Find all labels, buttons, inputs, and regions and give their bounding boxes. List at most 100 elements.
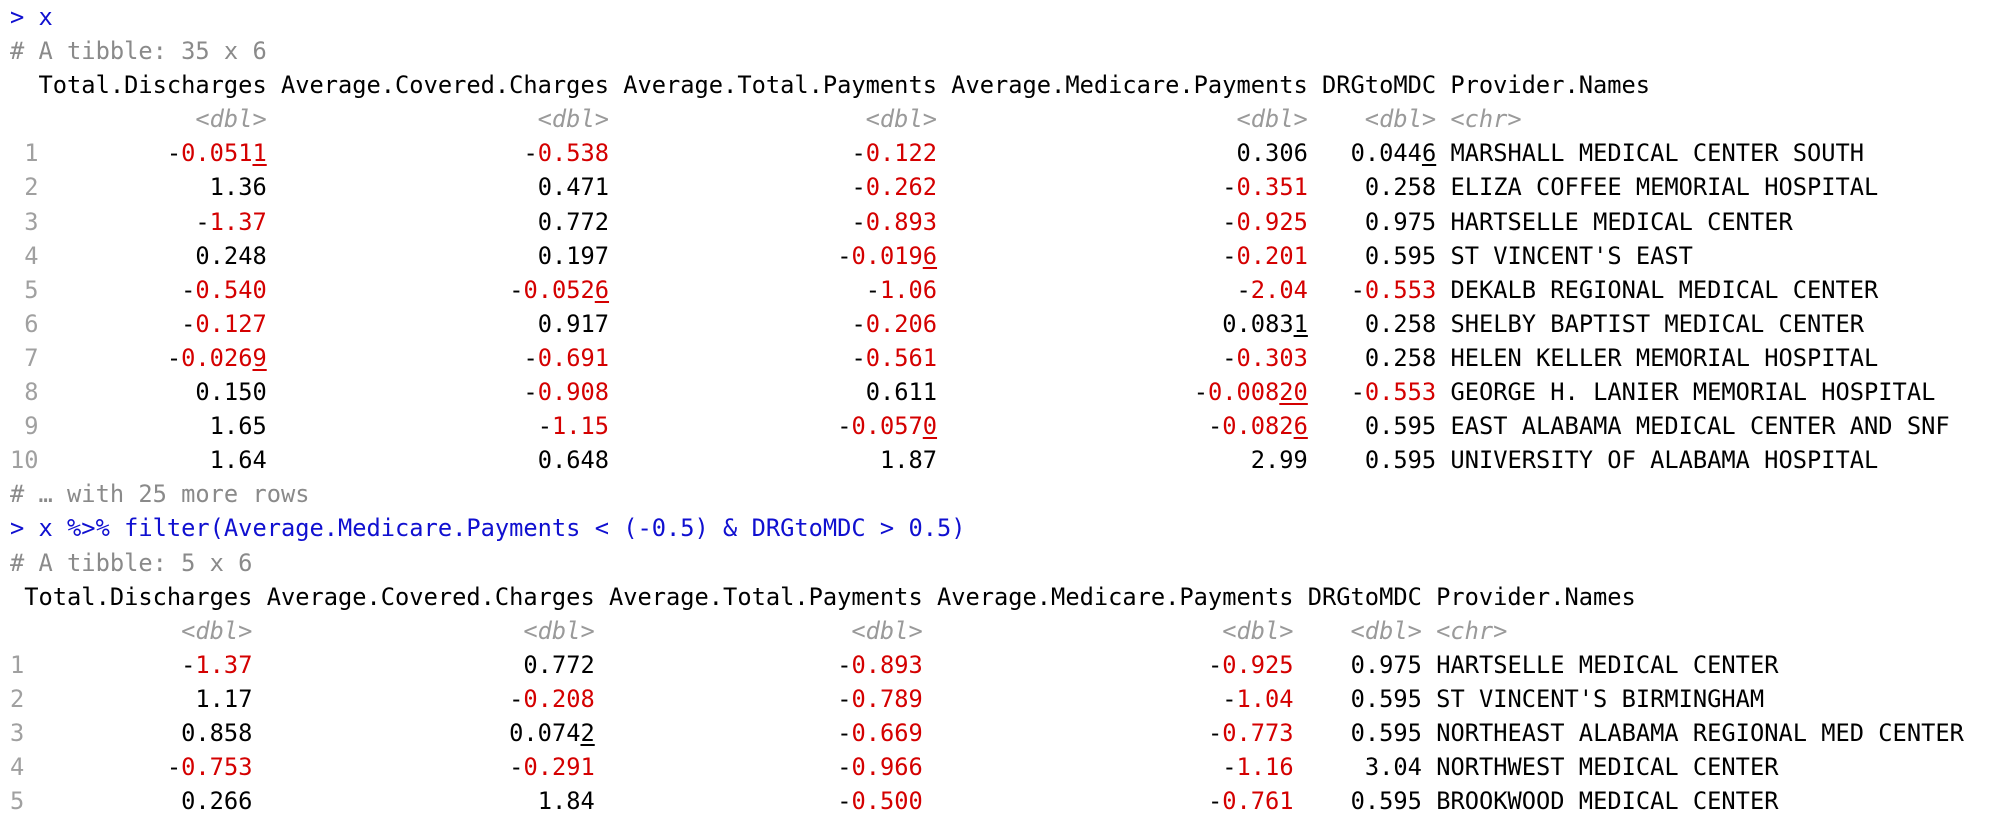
table-cell-c3: -0.669 bbox=[837, 718, 923, 747]
table-cell-c5: 0.595 bbox=[1364, 412, 1437, 441]
table-cell-c4: -0.00820 bbox=[1193, 378, 1308, 407]
table-cell-c2: -1.15 bbox=[537, 412, 609, 441]
table-cell-c2: 0.648 bbox=[537, 446, 609, 475]
provider-name-cell: ST VINCENT'S EAST bbox=[1436, 241, 1693, 270]
tibble-column-types: <dbl> <dbl> <dbl> <dbl> <dbl> <chr> bbox=[10, 105, 1522, 134]
table-cell-c2: -0.291 bbox=[509, 753, 595, 782]
provider-name-cell: ELIZA COFFEE MEMORIAL HOSPITAL bbox=[1436, 173, 1879, 202]
tibble-column-types-filtered: <dbl> <dbl> <dbl> <dbl> <dbl> <chr> bbox=[10, 616, 1508, 645]
table-cell-c2: -0.538 bbox=[523, 139, 610, 168]
table-cell-c3: -0.561 bbox=[851, 343, 938, 372]
table-cell-c5: -0.553 bbox=[1350, 378, 1437, 407]
table-cell-c2: 1.84 bbox=[537, 787, 595, 816]
table-cell-c2: 0.917 bbox=[537, 309, 610, 338]
table-cell-c3: -0.0570 bbox=[837, 412, 938, 441]
table-cell-c4: -0.351 bbox=[1222, 173, 1308, 202]
table-cell-c4: -1.16 bbox=[1222, 753, 1294, 782]
table-cell-c3: -0.789 bbox=[837, 684, 923, 713]
provider-name-cell: NORTHWEST MEDICAL CENTER bbox=[1421, 753, 1779, 782]
table-cell-c5: 0.0446 bbox=[1350, 139, 1437, 168]
table-row: 2 1.36 0.471 -0.262 -0.351 0.258 ELIZA C… bbox=[10, 170, 2008, 204]
table-cell-c3: -1.06 bbox=[865, 275, 938, 304]
row-number: 8 bbox=[10, 378, 39, 407]
table-cell-c1: 0.266 bbox=[181, 787, 253, 816]
provider-name-cell: NORTHEAST ALABAMA REGIONAL MED CENTER bbox=[1421, 718, 1964, 747]
row-number: 1 bbox=[10, 139, 39, 168]
table-cell-c3: -0.966 bbox=[837, 753, 923, 782]
table-row: 3 -1.37 0.772 -0.893 -0.925 0.975 HARTSE… bbox=[10, 205, 2008, 239]
table-row: 10 1.64 0.648 1.87 2.99 0.595 UNIVERSITY… bbox=[10, 443, 2008, 477]
table-cell-c2: -0.908 bbox=[523, 378, 609, 407]
tibble-description-filtered: # A tibble: 5 x 6 bbox=[10, 548, 253, 577]
table-cell-c5: 0.975 bbox=[1364, 207, 1437, 236]
row-number: 4 bbox=[10, 241, 39, 270]
table-cell-c3: 0.611 bbox=[865, 378, 938, 407]
table-row: 4 -0.753 -0.291 -0.966 -1.16 3.04 NORTHW… bbox=[10, 750, 2008, 784]
provider-name-cell: HARTSELLE MEDICAL CENTER bbox=[1421, 650, 1779, 679]
row-number: 3 bbox=[10, 207, 39, 236]
table-cell-c1: 1.17 bbox=[195, 684, 253, 713]
tibble-description: # A tibble: 35 x 6 bbox=[10, 37, 267, 66]
table-cell-c2: 0.772 bbox=[537, 207, 609, 236]
provider-name-cell: SHELBY BAPTIST MEDICAL CENTER bbox=[1436, 309, 1865, 338]
row-number: 5 bbox=[10, 275, 39, 304]
table-cell-c1: -0.540 bbox=[181, 275, 267, 304]
table-cell-c1: -0.0269 bbox=[166, 343, 267, 372]
table-cell-c3: -0.122 bbox=[851, 139, 938, 168]
table-cell-c1: -0.127 bbox=[181, 309, 267, 338]
table-cell-c5: 0.595 bbox=[1350, 718, 1422, 747]
table-cell-c4: -0.925 bbox=[1208, 650, 1294, 679]
table-row: 9 1.65 -1.15 -0.0570 -0.0826 0.595 EAST … bbox=[10, 409, 2008, 443]
provider-name-cell: GEORGE H. LANIER MEMORIAL HOSPITAL bbox=[1436, 378, 1936, 407]
row-number: 5 bbox=[10, 787, 25, 816]
table-cell-c4: -0.925 bbox=[1222, 207, 1308, 236]
table-row: 5 -0.540 -0.0526 -1.06 -2.04 -0.553 DEKA… bbox=[10, 273, 2008, 307]
row-number: 2 bbox=[10, 684, 25, 713]
provider-name-cell: ST VINCENT'S BIRMINGHAM bbox=[1421, 684, 1765, 713]
table-cell-c4: -0.773 bbox=[1208, 718, 1294, 747]
row-number: 4 bbox=[10, 753, 25, 782]
row-number: 9 bbox=[10, 412, 39, 441]
table-cell-c4: -0.761 bbox=[1208, 787, 1294, 816]
table-cell-c4: 0.306 bbox=[1236, 139, 1308, 168]
table-cell-c4: -0.201 bbox=[1222, 241, 1308, 270]
table-cell-c2: -0.208 bbox=[509, 684, 595, 713]
table-cell-c1: -1.37 bbox=[195, 207, 267, 236]
table-cell-c1: -0.0511 bbox=[166, 139, 267, 168]
table-cell-c4: -2.04 bbox=[1236, 275, 1308, 304]
table-cell-c1: -0.753 bbox=[166, 753, 253, 782]
table-cell-c5: 0.975 bbox=[1350, 650, 1422, 679]
table-cell-c2: -0.0526 bbox=[509, 275, 610, 304]
row-number: 3 bbox=[10, 718, 25, 747]
row-number: 1 bbox=[10, 650, 25, 679]
table-cell-c3: -0.893 bbox=[851, 207, 938, 236]
table-cell-c3: -0.500 bbox=[837, 787, 923, 816]
row-number: 7 bbox=[10, 343, 39, 372]
table-cell-c2: 0.772 bbox=[523, 650, 595, 679]
table-cell-c1: 1.64 bbox=[209, 446, 267, 475]
table-cell-c2: 0.471 bbox=[537, 173, 609, 202]
table-cell-c3: -0.206 bbox=[851, 309, 938, 338]
table-cell-c4: -0.0826 bbox=[1208, 412, 1308, 441]
tibble-column-header-filtered: Total.Discharges Average.Covered.Charges… bbox=[10, 582, 1636, 611]
table-cell-c1: 1.65 bbox=[209, 412, 267, 441]
table-row: 7 -0.0269 -0.691 -0.561 -0.303 0.258 HEL… bbox=[10, 341, 2008, 375]
table-cell-c4: 2.99 bbox=[1250, 446, 1308, 475]
tibble-rows: 1 -0.0511 -0.538 -0.122 0.306 0.0446 MAR… bbox=[10, 136, 2008, 477]
table-cell-c5: 0.258 bbox=[1364, 309, 1437, 338]
table-cell-c3: 1.87 bbox=[879, 446, 938, 475]
table-cell-c2: -0.691 bbox=[523, 343, 610, 372]
provider-name-cell: UNIVERSITY OF ALABAMA HOSPITAL bbox=[1436, 446, 1879, 475]
table-row: 2 1.17 -0.208 -0.789 -1.04 0.595 ST VINC… bbox=[10, 682, 2008, 716]
row-number: 10 bbox=[10, 446, 39, 475]
row-number: 6 bbox=[10, 309, 39, 338]
table-cell-c3: -0.893 bbox=[837, 650, 923, 679]
table-cell-c1: 0.150 bbox=[195, 378, 267, 407]
table-cell-c5: 0.595 bbox=[1350, 684, 1422, 713]
provider-name-cell: BROOKWOOD MEDICAL CENTER bbox=[1421, 787, 1779, 816]
table-row: 6 -0.127 0.917 -0.206 0.0831 0.258 SHELB… bbox=[10, 307, 2008, 341]
table-cell-c5: 3.04 bbox=[1364, 753, 1422, 782]
table-cell-c5: 0.595 bbox=[1350, 787, 1422, 816]
provider-name-cell: EAST ALABAMA MEDICAL CENTER AND SNF bbox=[1436, 412, 1950, 441]
table-cell-c4: -1.04 bbox=[1222, 684, 1294, 713]
